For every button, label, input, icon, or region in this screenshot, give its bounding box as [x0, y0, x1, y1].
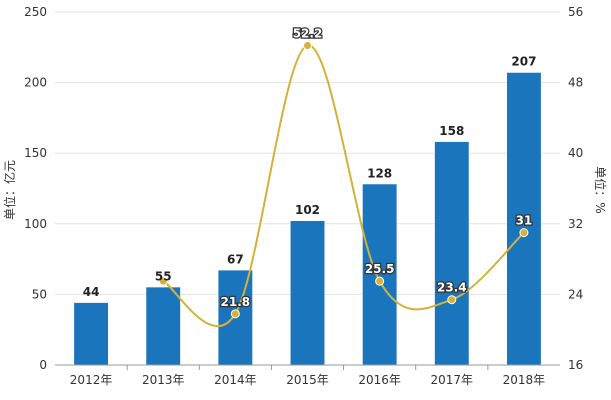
label-layer: 44 55 67 102 128 158 207 21.8 52.2 25.5 23.4 31	[83, 25, 537, 310]
y-tick-label: 250	[24, 5, 47, 19]
line-data-label: 25.5	[365, 262, 395, 276]
bar-data-label: 128	[367, 166, 392, 180]
x-tick-label: 2014年	[214, 373, 257, 387]
y-axis-right-title: 单位：%	[593, 166, 608, 213]
y-tick-label: 150	[24, 146, 47, 160]
bar-data-label: 102	[295, 203, 320, 217]
bar	[506, 72, 541, 365]
x-tick-label: 2018年	[503, 373, 546, 387]
y-tick-label: 200	[24, 76, 47, 90]
line-layer	[158, 41, 529, 328]
bar	[146, 287, 181, 365]
grid-layer	[55, 11, 560, 295]
y-right-tick-label: 56	[568, 5, 583, 19]
bar	[74, 302, 109, 365]
line-point	[230, 309, 240, 319]
bar-layer	[74, 72, 541, 365]
y-tick-label: 0	[39, 358, 47, 372]
y-axis-title: 单位：亿元	[2, 160, 17, 220]
bar-data-label: 207	[511, 55, 536, 69]
line-point	[158, 276, 168, 286]
line-data-label: 23.4	[437, 281, 467, 295]
bar-data-label: 44	[83, 285, 100, 299]
x-tick-label: 2013年	[142, 373, 185, 387]
y-tick-label: 100	[24, 217, 47, 231]
y-right-tick-label: 24	[568, 287, 583, 301]
x-tick-label: 2015年	[286, 373, 329, 387]
x-tick-label: 2017年	[431, 373, 474, 387]
line-data-label: 31	[516, 214, 533, 228]
bar	[290, 220, 325, 365]
bar-data-label: 67	[227, 252, 244, 266]
y-right-tick-label: 32	[568, 217, 583, 231]
line-point	[447, 295, 457, 305]
x-tick-label: 2012年	[70, 373, 113, 387]
axis-layer: 0 50 100 150 200 250 16 24 32 40 48 56 2012年 2013年 201…	[24, 5, 583, 387]
y-right-tick-label: 16	[568, 358, 583, 372]
bar-data-label: 55	[155, 269, 172, 283]
y-tick-label: 50	[32, 287, 47, 301]
y-right-tick-label: 48	[568, 76, 583, 90]
line-point	[375, 276, 385, 286]
line-data-label: 52.2	[293, 27, 323, 41]
bar	[362, 184, 397, 365]
line-series	[162, 44, 525, 328]
y-right-tick-label: 40	[568, 146, 583, 160]
line-point	[519, 228, 529, 238]
line-point	[303, 41, 312, 51]
bar-data-label: 158	[439, 124, 464, 138]
bar	[434, 141, 469, 365]
x-tick-label: 2016年	[358, 373, 401, 387]
line-data-label: 21.8	[221, 295, 251, 309]
